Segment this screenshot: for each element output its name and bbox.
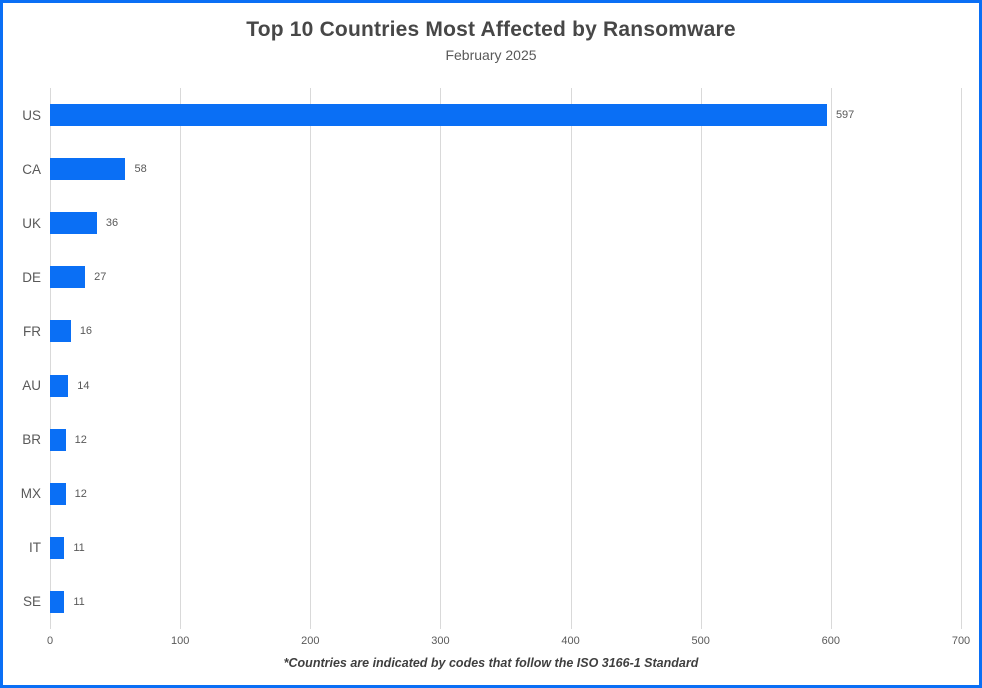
bar-ca	[50, 158, 126, 181]
gridline-600	[830, 88, 832, 629]
bar-de	[50, 266, 86, 289]
x-axis-label-0: 0	[46, 635, 54, 647]
bar-value-label: 58	[134, 163, 147, 176]
y-axis-label-au: AU	[22, 378, 41, 394]
gridline-0	[50, 88, 51, 629]
bar-se	[50, 590, 65, 613]
bar-value-label: 27	[94, 271, 107, 284]
bar-row-au: 14	[50, 374, 961, 397]
bar-row-uk: 36	[50, 212, 961, 235]
bar-value-label: 36	[105, 217, 119, 230]
x-axis-label-500: 500	[691, 635, 710, 647]
gridline-200	[310, 88, 312, 629]
y-axis-label-us: US	[22, 107, 41, 123]
y-axis-label-mx: MX	[20, 486, 41, 502]
bar-row-us: 597	[50, 104, 961, 127]
bar-mx	[50, 482, 66, 505]
x-axis-label-300: 300	[431, 635, 450, 647]
bar-row-fr: 16	[50, 320, 961, 343]
bar-it	[50, 536, 65, 559]
x-axis-label-200: 200	[301, 635, 320, 647]
gridline-500	[700, 88, 702, 629]
x-axis-label-700: 700	[951, 635, 971, 647]
gridline-100	[180, 88, 182, 629]
bar-au	[50, 374, 69, 397]
y-axis-label-it: IT	[29, 540, 41, 556]
x-axis-label-400: 400	[561, 635, 580, 647]
bar-row-se: 11	[50, 590, 961, 613]
bar-row-de: 27	[50, 266, 961, 289]
y-axis-label-br: BR	[22, 432, 41, 448]
bar-fr	[50, 320, 71, 343]
bar-value-label: 12	[74, 487, 87, 500]
gridline-300	[440, 88, 442, 629]
footnote: *Countries are indicated by codes that f…	[283, 656, 699, 670]
gridline-400	[570, 88, 572, 629]
bar-row-mx: 12	[50, 482, 961, 505]
bar-value-label: 11	[73, 595, 85, 608]
plot-area: 597 58 36 27 16 14 12 12 11 11	[50, 88, 962, 629]
chart-header: Top 10 Countries Most Affected by Ransom…	[3, 17, 979, 63]
bar-row-br: 12	[50, 428, 961, 451]
bar-row-ca: 58	[50, 158, 961, 181]
gridline-700	[961, 88, 962, 629]
chart-subtitle: February 2025	[445, 47, 537, 63]
x-axis-label-100: 100	[170, 635, 190, 647]
y-axis-label-ca: CA	[22, 161, 41, 177]
bar-value-label: 11	[73, 541, 85, 554]
bar-us	[50, 104, 827, 127]
y-axis-labels: US CA UK DE FR AU BR MX IT SE	[3, 88, 41, 629]
x-axis-label-600: 600	[821, 635, 841, 647]
bar-row-it: 11	[50, 536, 961, 559]
chart-title: Top 10 Countries Most Affected by Ransom…	[246, 18, 736, 41]
x-axis-labels: 0 100 200 300 400 500 600 700	[46, 635, 970, 651]
bar-value-label: 14	[77, 379, 90, 392]
bar-value-label: 12	[74, 433, 87, 446]
y-axis-label-uk: UK	[22, 215, 41, 231]
bar-value-label: 16	[79, 325, 93, 338]
bar-uk	[50, 212, 97, 235]
y-axis-label-se: SE	[22, 594, 41, 610]
bar-br	[50, 428, 66, 451]
bar-value-label: 597	[835, 109, 855, 122]
y-axis-label-fr: FR	[23, 323, 41, 339]
y-axis-label-de: DE	[22, 269, 41, 285]
